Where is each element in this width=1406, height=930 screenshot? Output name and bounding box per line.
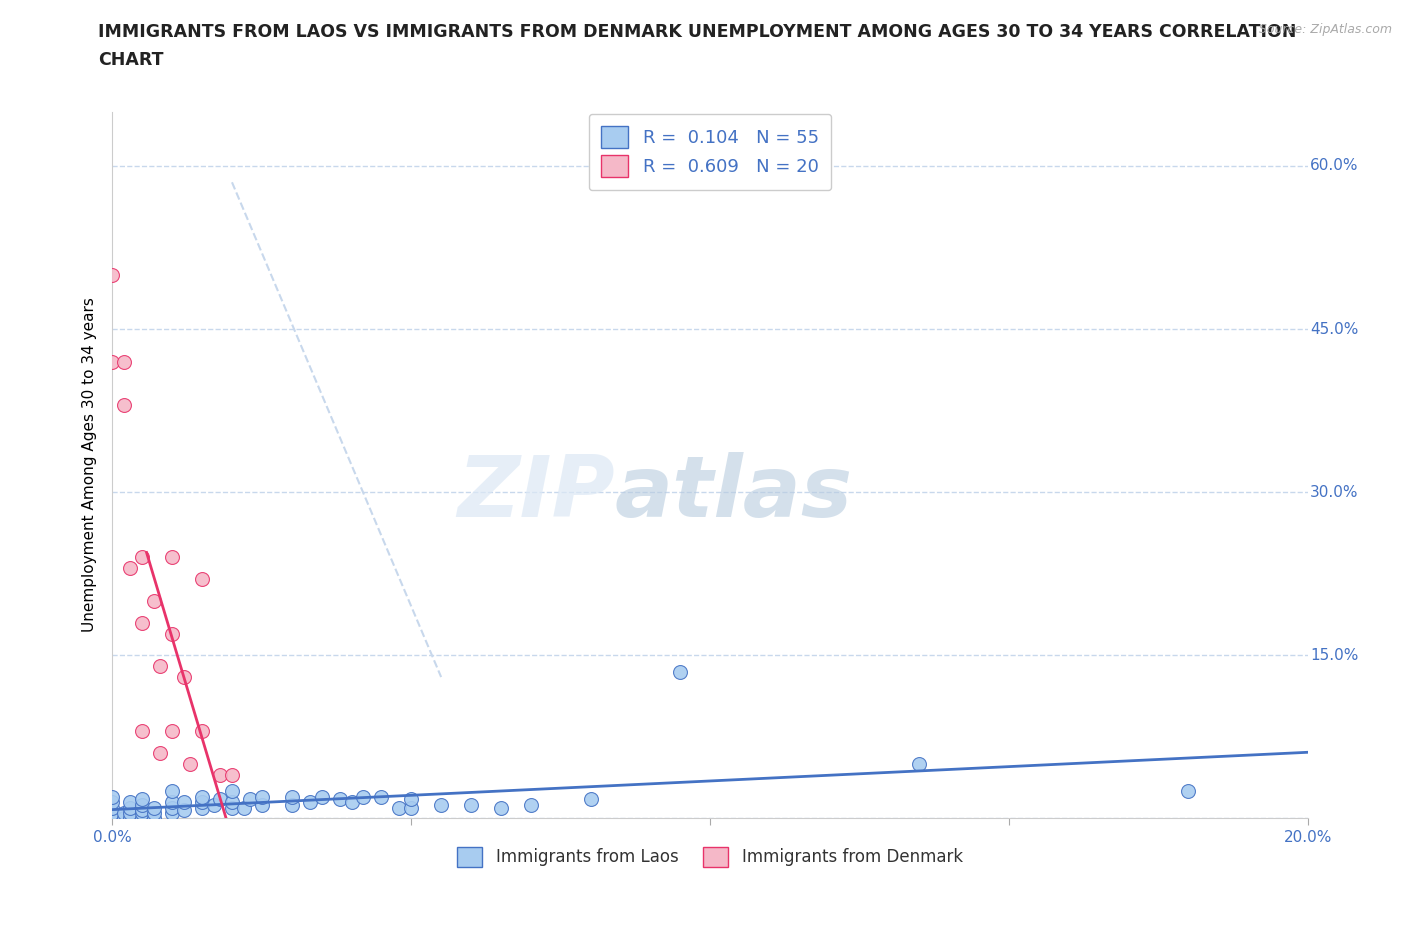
Point xyxy=(120,805,142,820)
Point xyxy=(131,811,153,826)
Point xyxy=(120,800,142,815)
Text: 15.0%: 15.0% xyxy=(1310,648,1358,663)
Point xyxy=(114,398,135,413)
Text: atlas: atlas xyxy=(614,452,852,535)
Point xyxy=(131,803,153,817)
Point xyxy=(173,803,195,817)
Point xyxy=(669,664,692,679)
Text: 60.0%: 60.0% xyxy=(1310,158,1358,174)
Point xyxy=(131,798,153,813)
Point xyxy=(162,784,183,799)
Point xyxy=(1177,784,1199,799)
Point xyxy=(162,805,183,820)
Point xyxy=(191,790,214,804)
Point xyxy=(370,790,392,804)
Point xyxy=(149,658,172,673)
Point xyxy=(162,794,183,809)
Point xyxy=(191,572,214,587)
Point xyxy=(250,790,273,804)
Point xyxy=(281,798,304,813)
Point xyxy=(173,670,195,684)
Point xyxy=(191,794,214,809)
Point xyxy=(131,791,153,806)
Point xyxy=(149,746,172,761)
Point xyxy=(401,791,423,806)
Point xyxy=(143,805,166,820)
Point xyxy=(353,790,375,804)
Point xyxy=(162,800,183,815)
Text: ZIP: ZIP xyxy=(457,452,614,535)
Point xyxy=(908,757,931,772)
Point xyxy=(120,561,142,576)
Point xyxy=(250,798,273,813)
Y-axis label: Unemployment Among Ages 30 to 34 years: Unemployment Among Ages 30 to 34 years xyxy=(82,298,97,632)
Point xyxy=(101,267,124,282)
Point xyxy=(162,626,183,641)
Point xyxy=(388,800,411,815)
Point xyxy=(221,794,243,809)
Legend: Immigrants from Laos, Immigrants from Denmark: Immigrants from Laos, Immigrants from De… xyxy=(450,840,970,873)
Text: CHART: CHART xyxy=(98,51,165,69)
Point xyxy=(101,794,124,809)
Point xyxy=(281,790,304,804)
Text: 30.0%: 30.0% xyxy=(1310,485,1358,499)
Point xyxy=(114,354,135,369)
Point xyxy=(143,593,166,608)
Point xyxy=(101,354,124,369)
Point xyxy=(221,784,243,799)
Point xyxy=(579,791,602,806)
Point xyxy=(209,767,232,782)
Point xyxy=(120,794,142,809)
Text: IMMIGRANTS FROM LAOS VS IMMIGRANTS FROM DENMARK UNEMPLOYMENT AMONG AGES 30 TO 34: IMMIGRANTS FROM LAOS VS IMMIGRANTS FROM … xyxy=(98,23,1296,41)
Point xyxy=(209,791,232,806)
Point xyxy=(101,790,124,804)
Point xyxy=(520,798,543,813)
Text: Source: ZipAtlas.com: Source: ZipAtlas.com xyxy=(1258,23,1392,36)
Point xyxy=(221,800,243,815)
Point xyxy=(430,798,453,813)
Point xyxy=(162,550,183,565)
Point xyxy=(131,616,153,631)
Point xyxy=(101,805,124,820)
Point xyxy=(340,794,363,809)
Point xyxy=(131,550,153,565)
Point xyxy=(120,811,142,826)
Point xyxy=(311,790,333,804)
Point xyxy=(101,800,124,815)
Point xyxy=(221,767,243,782)
Point xyxy=(114,811,135,826)
Point xyxy=(460,798,482,813)
Point xyxy=(401,800,423,815)
Point xyxy=(173,794,195,809)
Point xyxy=(233,800,256,815)
Point xyxy=(329,791,352,806)
Point xyxy=(191,724,214,738)
Text: 45.0%: 45.0% xyxy=(1310,322,1358,337)
Point xyxy=(143,811,166,826)
Point xyxy=(101,811,124,826)
Point xyxy=(131,805,153,820)
Point xyxy=(114,805,135,820)
Point xyxy=(191,800,214,815)
Point xyxy=(179,757,201,772)
Point xyxy=(162,724,183,738)
Point xyxy=(239,791,262,806)
Point xyxy=(131,724,153,738)
Point xyxy=(298,794,321,809)
Point xyxy=(143,800,166,815)
Point xyxy=(489,800,512,815)
Point xyxy=(202,798,225,813)
